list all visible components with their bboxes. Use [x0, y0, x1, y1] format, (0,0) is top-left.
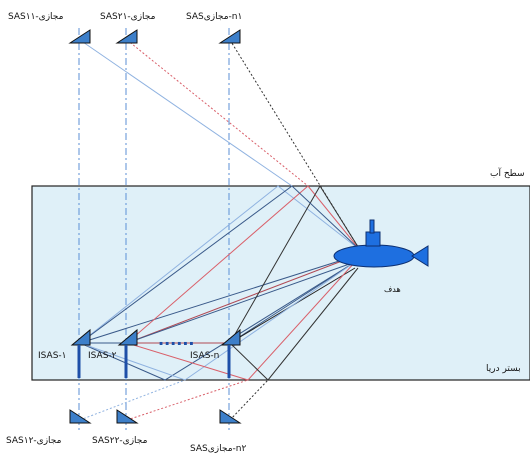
seabed-path-1: [79, 261, 356, 381]
submarine-hull: [333, 244, 415, 268]
surface-path-1: [79, 185, 361, 344]
sensor-2-icon: [117, 328, 138, 346]
virtual-sensors-bottom: SASمجازی-۱۲ SASمجازی-۲۲ SASمجازی-n۲: [6, 409, 246, 454]
target-label: هدف: [384, 285, 401, 294]
virtual-sensor-22-icon: [116, 409, 139, 424]
virtual-bottom-path-1: [79, 379, 186, 421]
seabed-label: بستر دریا: [486, 364, 521, 374]
virtual-bottom-path-2: [126, 379, 249, 421]
seabed-path-2: [126, 261, 356, 381]
direct-path-2b: [126, 261, 356, 344]
virtual-sensor-12-icon: [69, 409, 92, 424]
virtual-sensor-n2-icon: [219, 409, 242, 424]
signal-paths: [79, 39, 361, 421]
virtual-sensor-21-label: SASمجازی-۲۱: [100, 12, 156, 22]
virtual-sensor-n1-icon: [218, 29, 241, 44]
virtual-sensor-11-icon: [68, 29, 91, 44]
virtual-top-path-1: [79, 39, 293, 187]
submarine-target: هدف: [333, 219, 429, 294]
sensor-n-icon: [220, 328, 241, 346]
water-surface-label: سطح آب: [490, 167, 525, 179]
submarine-tail: [411, 245, 429, 267]
sensor-n-label: ISAS-n: [190, 351, 219, 361]
virtual-sensor-11-label: SASمجازی-۱۱: [8, 12, 64, 22]
seabed-path-n: [229, 267, 359, 381]
sensor-ellipsis: ......: [158, 330, 194, 349]
submarine-periscope: [369, 219, 375, 234]
virtual-sensors-top: SASمجازی-۱۱ SASمجازی-۲۱ SASمجازی-n۱: [8, 12, 242, 44]
real-sensors: ISAS-۱ ISAS-۲ ISAS-n ......: [38, 328, 241, 378]
virtual-top-path-n: [229, 39, 361, 251]
virtual-sensor-n2-label: SASمجازی-n۲: [190, 444, 246, 454]
sensor-1-icon: [70, 328, 91, 346]
submarine-tower: [365, 231, 381, 247]
sensor-1-label: ISAS-۱: [38, 351, 67, 361]
virtual-sensor-12-label: SASمجازی-۱۲: [6, 436, 62, 446]
direct-path-2: [126, 255, 356, 344]
virtual-sensor-21-icon: [115, 29, 138, 44]
virtual-sensor-n1-label: SASمجازی-n۱: [186, 12, 242, 22]
direct-path-1: [79, 255, 356, 344]
virtual-bottom-path-n: [229, 379, 269, 421]
water-region: [31, 185, 530, 381]
sensor-2-label: ISAS-۲: [88, 351, 117, 361]
virtual-top-path-2: [126, 39, 309, 187]
virtual-sensor-22-label: SASمجازی-۲۲: [92, 436, 148, 446]
